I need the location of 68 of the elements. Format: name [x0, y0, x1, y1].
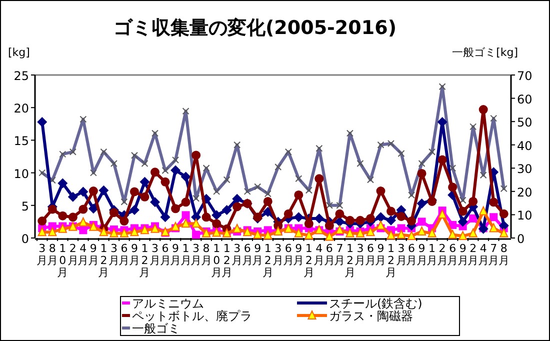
x-tick-label: 1月 — [426, 242, 438, 267]
x-tick-label: 9月 — [252, 242, 264, 267]
y-tick-label: 15 — [14, 134, 29, 148]
x-tick-label: 9月 — [457, 242, 468, 267]
x-tick-label: 6月 — [406, 242, 418, 267]
y2-tick-label: 40 — [517, 138, 532, 153]
x-tick-label: 2月 — [468, 242, 479, 267]
y-tick-label: 10 — [14, 166, 29, 181]
y2-tick-label: 30 — [517, 162, 532, 176]
x-tick-label: 3月 — [36, 242, 48, 267]
y-tick-label: 25 — [14, 69, 29, 83]
x-tick-label: 7月 — [334, 242, 346, 267]
x-tick-label: 8月 — [200, 242, 212, 267]
x-tick-label: 3月 — [272, 242, 284, 267]
y2-tick-label: 10 — [517, 208, 532, 223]
y2-tick-label: 60 — [517, 92, 532, 106]
x-tick-label: 6月 — [447, 242, 458, 267]
legend-label: アルミニウム — [132, 296, 204, 310]
y-tick-label: 0 — [21, 232, 29, 246]
x-tick-label: 6月 — [118, 242, 130, 267]
x-tick-label: 9月 — [293, 242, 304, 267]
legend-label: ガラス・陶磁器 — [329, 309, 413, 323]
x-tick-label: 3月 — [232, 242, 243, 267]
chart-title: ゴミ収集量の変化(2005-2016) — [113, 17, 397, 39]
x-tick-label: 6月 — [160, 242, 171, 267]
x-tick-label: 12月 — [262, 242, 274, 279]
x-tick-label: 10月 — [211, 242, 222, 279]
x-tick-label: 12月 — [139, 242, 150, 279]
x-tick-label: 9月 — [170, 242, 182, 267]
x-tick-label: 4月 — [78, 242, 89, 267]
x-tick-label: 12月 — [344, 242, 356, 279]
legend-label: スチール(鉄含む) — [329, 296, 422, 310]
x-tick-label: 4月 — [314, 242, 325, 267]
y-axis-title: [kg] — [8, 46, 30, 59]
x-tick-label: 9月 — [416, 242, 428, 267]
x-tick-label: 6月 — [282, 242, 294, 267]
x-tick-label: 3月 — [396, 242, 407, 267]
x-tick-label: 4月 — [478, 242, 489, 267]
x-tick-label: 9月 — [128, 242, 140, 267]
x-tick-label: 12月 — [98, 242, 110, 279]
x-tick-label: 9月 — [88, 242, 99, 267]
x-tick-label: 12月 — [386, 242, 396, 279]
x-tick-label: 3月 — [190, 242, 202, 267]
y-tick-label: 20 — [14, 102, 29, 116]
legend-label: 一般ゴミ — [132, 322, 180, 336]
x-tick-label: 3月 — [150, 242, 160, 267]
x-tick-label: 2月 — [436, 242, 448, 267]
x-tick-label: 8月 — [498, 242, 510, 267]
y2-tick-label: 50 — [517, 116, 532, 130]
y-tick-label: 5 — [21, 199, 29, 214]
x-tick-label: 7月 — [488, 242, 500, 267]
x-tick-label: 1月 — [180, 242, 192, 267]
x-tick-label: 6月 — [242, 242, 253, 267]
x-tick-label: 3月 — [108, 242, 120, 267]
x-tick-label: 3月 — [354, 242, 366, 267]
x-tick-label: 6月 — [364, 242, 376, 267]
x-tick-label: 12月 — [221, 242, 232, 279]
x-tick-label: 8月 — [46, 242, 58, 267]
legend-label: ペットボトル、廃プラ — [132, 309, 252, 323]
y2-axis-title: 一般ゴミ[kg] — [452, 46, 518, 59]
x-tick-label: 6月 — [324, 242, 335, 267]
y2-tick-label: 0 — [517, 232, 525, 246]
x-tick-label: 9月 — [375, 242, 386, 267]
x-tick-label: 10月 — [57, 242, 68, 279]
y2-tick-label: 20 — [517, 185, 532, 200]
x-tick-label: 2月 — [67, 242, 78, 267]
y2-tick-label: 70 — [517, 69, 532, 83]
x-tick-label: 12月 — [303, 242, 314, 279]
